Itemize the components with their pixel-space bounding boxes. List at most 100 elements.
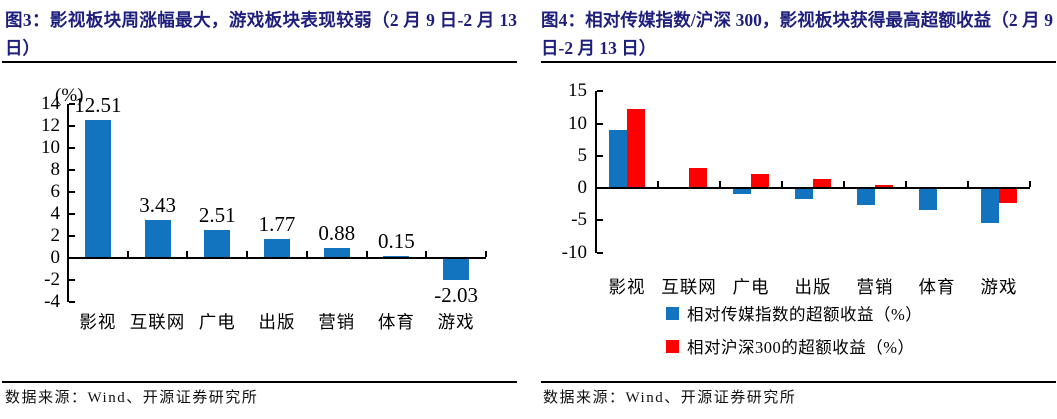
y-axis-tick [597, 154, 603, 157]
y-axis-label: 14 [41, 93, 60, 114]
y-axis-tick [69, 213, 75, 215]
bar-广电-series1 [751, 174, 769, 188]
legend-swatch-red [666, 340, 679, 353]
x-axis-tick [843, 181, 845, 187]
bar-互联网 [144, 220, 171, 258]
bar-营销-series0 [857, 188, 875, 205]
x-axis-tick [967, 181, 969, 187]
x-axis-tick [425, 251, 428, 257]
y-axis-label: -2 [44, 269, 60, 290]
y-axis-label: 2 [50, 225, 61, 246]
legend-swatch-blue [666, 307, 679, 320]
category-label: 体育 [377, 312, 415, 332]
bar-广电 [204, 230, 231, 258]
category-label: 影视 [608, 277, 646, 297]
y-axis-label: -5 [571, 209, 587, 231]
bar-出版-series0 [795, 188, 813, 199]
figure3-panel: 图3：影视板块周涨幅最大，游戏板块表现较弱（2 月 9 日-2 月 13 日） … [0, 0, 520, 419]
y-axis-tick [597, 90, 603, 93]
bar-游戏 [443, 258, 470, 281]
figure3-title: 图3：影视板块周涨幅最大，游戏板块表现较弱（2 月 9 日-2 月 13 日） [5, 10, 517, 58]
category-label: 互联网 [661, 277, 717, 297]
zero-axis-line [67, 257, 486, 259]
category-label: 体育 [918, 277, 956, 297]
category-label: 营销 [856, 277, 894, 297]
x-axis-tick [781, 181, 783, 187]
category-label: 广电 [198, 312, 236, 332]
value-label: 12.51 [74, 93, 122, 118]
y-axis-label: 15 [568, 80, 587, 102]
figure4-title-divider [541, 61, 1056, 63]
x-axis-tick [485, 251, 487, 257]
category-label: 广电 [732, 277, 770, 297]
bar-游戏-series1 [999, 188, 1017, 203]
category-label: 游戏 [980, 277, 1018, 297]
y-axis-tick [69, 235, 75, 237]
bar-营销-series1 [875, 184, 893, 188]
figure4-data-source: 数据来源：Wind、开源证券研究所 [543, 390, 797, 406]
y-axis-tick [597, 219, 603, 222]
y-axis-label: 12 [41, 115, 60, 136]
value-label: 0.15 [378, 229, 415, 254]
bar-出版 [264, 238, 290, 258]
figure4-grouped-bar-chart: 15 10 5 0 -5 -10 影视 互联网 广电 出版 营销 体育 游戏 相对传媒指数的超额收益（%）… [537, 80, 1057, 378]
figure3-bar-chart: 12.51 3.43 2.51 1.77 0.88 0.15 -2.03 14 12 10 8 6 4 2… [0, 85, 520, 340]
category-label: 影视 [79, 312, 117, 332]
bar-营销 [323, 248, 350, 258]
y-axis-tick [69, 169, 75, 171]
y-axis-tick [69, 103, 75, 105]
y-axis-label: 0 [577, 177, 588, 198]
zero-axis-line [595, 187, 1030, 189]
x-axis-tick [657, 181, 659, 187]
bar-影视 [84, 120, 111, 258]
y-axis-label: -4 [44, 291, 60, 312]
value-label: 0.88 [318, 221, 356, 246]
x-axis-tick [126, 251, 129, 257]
bar-影视-series0 [609, 129, 627, 188]
x-axis-tick [305, 251, 308, 257]
y-axis-tick [69, 279, 75, 281]
y-axis-line [595, 91, 597, 253]
category-label: 出版 [258, 312, 296, 332]
y-axis-tick [69, 301, 75, 303]
y-axis-label: 6 [50, 181, 61, 202]
bar-出版-series1 [813, 178, 831, 188]
bar-体育-series0 [919, 188, 937, 210]
figure3-source-divider [2, 381, 517, 383]
y-axis-label: 5 [577, 144, 588, 166]
y-axis-tick [69, 191, 75, 193]
y-axis-unit-label: (%) [55, 85, 84, 106]
value-label: -2.03 [434, 283, 479, 308]
y-axis-label: 0 [50, 247, 61, 268]
legend-label: 相对沪深300的超额收益（%） [687, 338, 915, 357]
category-label: 游戏 [437, 312, 475, 332]
y-axis-label: 10 [568, 112, 587, 134]
figure3-title-divider [2, 61, 517, 63]
y-axis-tick [597, 251, 603, 254]
y-axis-label: 8 [50, 159, 61, 180]
figure4-title: 图4：相对传媒指数/沪深 300，影视板块获得最高超额收益（2 月 9 日-2 … [541, 10, 1053, 58]
bar-影视-series1 [627, 109, 645, 188]
x-axis-tick [246, 251, 249, 257]
value-label: 2.51 [198, 203, 236, 228]
x-axis-tick [365, 251, 368, 257]
figure3-data-source: 数据来源：Wind、开源证券研究所 [5, 390, 259, 406]
bar-广电-series0 [733, 188, 751, 195]
x-axis-tick [186, 251, 189, 257]
y-axis-label: -10 [561, 241, 587, 263]
legend-label: 相对传媒指数的超额收益（%） [687, 305, 923, 324]
value-label: 3.43 [139, 193, 176, 218]
y-axis-line [67, 104, 69, 302]
x-axis-tick [719, 181, 721, 187]
y-axis-tick [69, 125, 75, 127]
category-label: 营销 [318, 312, 356, 332]
x-axis-tick [1029, 181, 1031, 187]
x-axis-tick [905, 181, 907, 187]
value-label: 1.77 [258, 211, 296, 236]
y-axis-tick [69, 147, 75, 149]
y-axis-label: 10 [41, 137, 60, 158]
y-axis-label: 4 [50, 203, 61, 224]
y-axis-tick [597, 122, 603, 125]
category-label: 互联网 [129, 312, 186, 332]
